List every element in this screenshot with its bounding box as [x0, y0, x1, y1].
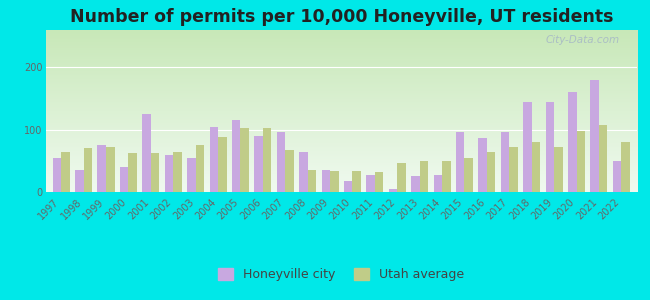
- Bar: [151, 153, 159, 192]
- Bar: [352, 171, 361, 192]
- Bar: [330, 171, 339, 192]
- Bar: [590, 80, 599, 192]
- Bar: [84, 148, 92, 192]
- Bar: [218, 137, 227, 192]
- Bar: [397, 163, 406, 192]
- Bar: [478, 138, 487, 192]
- Bar: [389, 189, 397, 192]
- Bar: [367, 175, 375, 192]
- Bar: [142, 114, 151, 192]
- Bar: [434, 175, 442, 192]
- Bar: [545, 102, 554, 192]
- Bar: [209, 127, 218, 192]
- Bar: [577, 131, 585, 192]
- Bar: [232, 120, 240, 192]
- Bar: [120, 167, 129, 192]
- Bar: [465, 158, 473, 192]
- Bar: [240, 128, 249, 192]
- Bar: [53, 158, 61, 192]
- Bar: [164, 154, 173, 192]
- Bar: [500, 132, 510, 192]
- Bar: [442, 161, 450, 192]
- Bar: [173, 152, 182, 192]
- Bar: [420, 161, 428, 192]
- Bar: [285, 150, 294, 192]
- Bar: [106, 147, 114, 192]
- Bar: [322, 170, 330, 192]
- Bar: [299, 152, 307, 192]
- Bar: [129, 153, 137, 192]
- Bar: [510, 146, 518, 192]
- Bar: [375, 172, 383, 192]
- Bar: [456, 132, 465, 192]
- Title: Number of permits per 10,000 Honeyville, UT residents: Number of permits per 10,000 Honeyville,…: [70, 8, 613, 26]
- Bar: [263, 128, 271, 192]
- Bar: [196, 145, 204, 192]
- Bar: [61, 152, 70, 192]
- Bar: [487, 152, 495, 192]
- Bar: [98, 145, 106, 192]
- Bar: [523, 102, 532, 192]
- Bar: [344, 181, 352, 192]
- Bar: [254, 136, 263, 192]
- Bar: [187, 158, 196, 192]
- Bar: [277, 132, 285, 192]
- Bar: [75, 170, 84, 192]
- Text: City-Data.com: City-Data.com: [545, 35, 619, 45]
- Bar: [307, 170, 316, 192]
- Legend: Honeyville city, Utah average: Honeyville city, Utah average: [213, 263, 469, 286]
- Bar: [554, 146, 563, 192]
- Bar: [411, 176, 420, 192]
- Bar: [613, 161, 621, 192]
- Bar: [532, 142, 540, 192]
- Bar: [621, 142, 630, 192]
- Bar: [599, 125, 607, 192]
- Bar: [568, 92, 577, 192]
